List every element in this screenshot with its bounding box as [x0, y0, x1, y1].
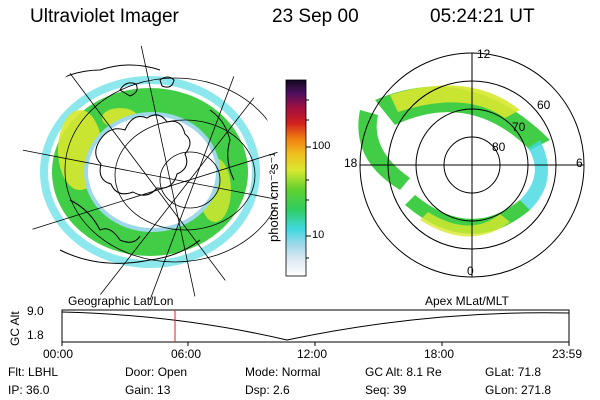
altitude-x-tick-0000: 00:00 [43, 347, 74, 361]
colorbar-ticks [306, 99, 311, 259]
geographic-panel-label: Geographic Lat/Lon [68, 294, 174, 308]
altitude-plot [61, 309, 570, 346]
altitude-y-tick-high: 9.0 [27, 304, 44, 318]
mlt-label-18: 18 [344, 156, 358, 170]
altitude-curve [61, 311, 570, 341]
polar-aurora-nightside-core [420, 212, 510, 237]
info-gc-alt: GC Alt: 8.1 Re [365, 365, 442, 379]
altitude-x-tick-1800: 18:00 [424, 347, 455, 361]
mlat-label-60: 60 [537, 98, 551, 112]
instrument-title: Ultraviolet Imager [30, 6, 179, 27]
colorbar-tick-100: 100 [312, 140, 331, 152]
info-seq: Seq: 39 [365, 383, 407, 397]
geographic-frame [19, 44, 281, 306]
altitude-x-tick-2359: 23:59 [552, 347, 583, 361]
altitude-x-ticks [61, 342, 570, 346]
colorbar [285, 79, 307, 277]
info-mode: Mode: Normal [245, 365, 321, 379]
polar-cap-fringe [84, 112, 220, 232]
altitude-x-tick-1200: 12:00 [297, 347, 328, 361]
polar-aurora-duskside [358, 110, 410, 190]
polar-grid [359, 52, 585, 278]
time-label: 05:24:21 UT [430, 6, 535, 27]
geographic-image [21, 45, 280, 305]
mlat-label-70: 70 [512, 120, 526, 134]
apex-panel-label: Apex MLat/MLT [425, 294, 509, 308]
info-ip: IP: 36.0 [8, 383, 50, 397]
date-label: 23 Sep 00 [272, 6, 359, 27]
polar-plot [358, 52, 585, 278]
mlt-label-0: 0 [467, 264, 474, 278]
colorbar-tick-10: 10 [312, 229, 325, 241]
coastlines [39, 64, 235, 264]
info-flt: Flt: LBHL [8, 365, 59, 379]
info-door: Door: Open [125, 365, 188, 379]
polar-cap [86, 114, 218, 230]
info-dsp: Dsp: 2.6 [245, 383, 290, 397]
altitude-x-tick-0600: 06:00 [171, 347, 202, 361]
altitude-axis-label: GC Alt [8, 311, 22, 346]
mlt-label-6: 6 [576, 156, 583, 170]
info-gain: Gain: 13 [125, 383, 171, 397]
mlt-label-12: 12 [477, 47, 491, 61]
polar-aurora-dawnside [520, 140, 548, 210]
polar-aurora-dayside-core [390, 85, 520, 118]
altitude-y-tick-low: 1.8 [27, 328, 44, 342]
info-glon: GLon: 271.8 [485, 383, 552, 397]
mlat-label-80: 80 [492, 140, 506, 154]
colorbar-unit-label: photon cm⁻²s⁻¹ [266, 152, 281, 242]
info-glat: GLat: 71.8 [485, 365, 542, 379]
geographic-grid [21, 45, 280, 305]
